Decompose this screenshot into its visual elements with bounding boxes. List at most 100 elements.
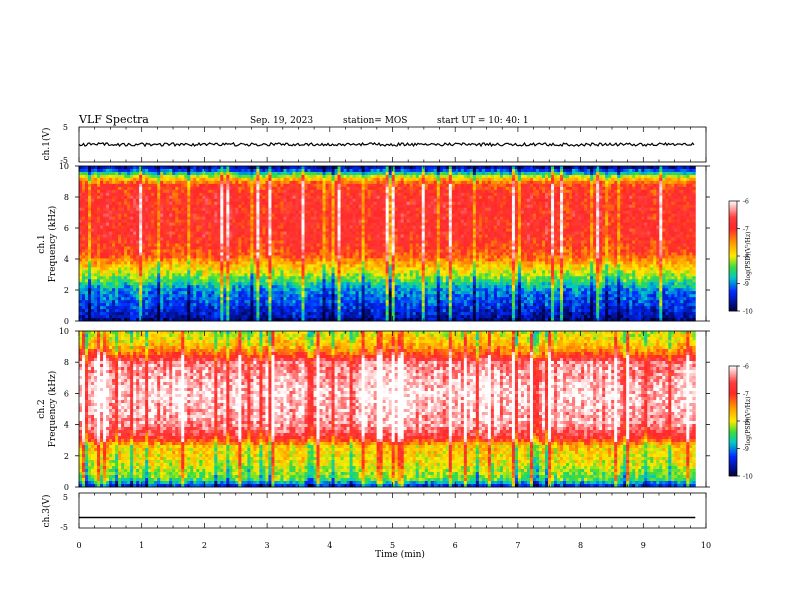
- spectrogram-cell: [668, 180, 672, 185]
- spectrogram-cell: [175, 166, 179, 170]
- spectrogram-cell: [448, 216, 453, 221]
- spectrogram-cell: [406, 192, 411, 197]
- spectrogram-cell: [238, 183, 242, 188]
- spectrogram-cell: [650, 213, 654, 218]
- spectrogram-cell: [599, 183, 603, 188]
- spectrogram-cell: [535, 228, 540, 232]
- spectrogram-cell: [587, 198, 591, 203]
- spectrogram-cell: [310, 180, 314, 185]
- spectrogram-cell: [139, 171, 143, 176]
- spectrogram-cell: [166, 225, 170, 229]
- spectrogram-cell: [181, 216, 185, 221]
- spectrogram-cell: [79, 183, 83, 188]
- spectrogram-cell: [259, 237, 263, 241]
- spectrogram-cell: [355, 222, 360, 227]
- spectrogram-cell: [617, 195, 621, 200]
- spectrogram-cell: [680, 177, 684, 182]
- spectrogram-cell: [268, 168, 272, 173]
- spectrogram-cell: [109, 171, 113, 176]
- spectrogram-cell: [136, 201, 140, 206]
- spectrogram-cell: [469, 198, 474, 203]
- spectrogram-cell: [298, 207, 302, 212]
- spectrogram-cell: [91, 180, 95, 185]
- spectrogram-cell: [127, 204, 131, 209]
- spectrogram-cell: [430, 228, 435, 232]
- spectrogram-cell: [686, 166, 690, 170]
- spectrogram-cell: [376, 201, 381, 206]
- spectrogram-cell: [575, 177, 579, 182]
- spectrogram-cell: [313, 186, 317, 191]
- spectrogram-cell: [484, 225, 489, 229]
- spectrogram-cell: [502, 198, 507, 203]
- spectrogram-cell: [403, 222, 408, 227]
- spectrogram-cell: [635, 228, 639, 232]
- spectrogram-cell: [535, 225, 540, 229]
- spectrogram-cell: [250, 219, 254, 224]
- spectrogram-cell: [256, 192, 260, 197]
- spectrogram-cell: [259, 183, 263, 188]
- spectrogram-cell: [373, 186, 378, 191]
- spectrogram-cell: [310, 225, 314, 229]
- spectrogram-cell: [469, 177, 474, 182]
- spectrogram-cell: [283, 177, 287, 182]
- spectrogram-cell: [247, 174, 251, 179]
- spectrogram-cell: [250, 180, 254, 185]
- spectrogram-cell: [289, 207, 293, 212]
- spectrogram-cell: [557, 168, 561, 173]
- spectrogram-cell: [385, 231, 390, 235]
- spectrogram-cell: [274, 192, 278, 197]
- spectrogram-cell: [400, 204, 405, 209]
- spectrogram-cell: [623, 180, 627, 185]
- spectrogram-cell: [409, 201, 414, 206]
- spectrogram-cell: [85, 216, 89, 221]
- spectrogram-cell: [535, 180, 540, 185]
- spectrogram-cell: [578, 195, 582, 200]
- spectrogram-cell: [575, 222, 579, 227]
- spectrogram-cell: [280, 186, 284, 191]
- spectrogram-cell: [496, 201, 501, 206]
- spectrogram-cell: [439, 180, 444, 185]
- spectrogram-cell: [644, 228, 648, 232]
- spectrogram-cell: [91, 195, 95, 200]
- spectrogram-cell: [388, 192, 393, 197]
- spectrogram-cell: [418, 192, 423, 197]
- spectrogram-cell: [424, 177, 429, 182]
- spectrogram-cell: [445, 228, 450, 232]
- spectrogram-cell: [202, 192, 206, 197]
- spectrogram-cell: [199, 186, 203, 191]
- spectrogram-cell: [247, 231, 251, 235]
- spectrogram-cell: [166, 192, 170, 197]
- spectrogram-cell: [406, 216, 411, 221]
- spectrogram-cell: [566, 228, 570, 232]
- spectrogram-cell: [352, 207, 357, 212]
- spectrogram-cell: [262, 177, 266, 182]
- spectrogram-cell: [499, 198, 504, 203]
- spectrogram-cell: [283, 201, 287, 206]
- spectrogram-cell: [94, 180, 98, 185]
- spectrogram-cell: [635, 204, 639, 209]
- spectrogram-cell: [451, 219, 456, 224]
- spectrogram-cell: [85, 222, 89, 227]
- spectrogram-cell: [641, 174, 645, 179]
- spectrogram-cell: [340, 204, 344, 209]
- spectrogram-cell: [337, 198, 341, 203]
- spectrogram-cell: [638, 225, 642, 229]
- spectrogram-cell: [346, 177, 350, 182]
- spectrogram-cell: [214, 198, 218, 203]
- spectrogram-cell: [91, 231, 95, 235]
- spectrogram-cell: [256, 201, 260, 206]
- spectrogram-cell: [475, 222, 480, 227]
- spectrogram-cell: [590, 204, 594, 209]
- spectrogram-cell: [367, 216, 372, 221]
- spectrogram-cell: [121, 180, 125, 185]
- spectrogram-cell: [199, 237, 203, 241]
- spectrogram-cell: [322, 201, 326, 206]
- spectrogram-cell: [142, 201, 146, 206]
- spectrogram-cell: [319, 228, 323, 232]
- spectrogram-cell: [346, 207, 350, 212]
- spectrogram-cell: [217, 225, 221, 229]
- spectrogram-cell: [322, 225, 326, 229]
- spectrogram-cell: [364, 219, 369, 224]
- spectrogram-cell: [370, 198, 375, 203]
- spectrogram-cell: [265, 177, 269, 182]
